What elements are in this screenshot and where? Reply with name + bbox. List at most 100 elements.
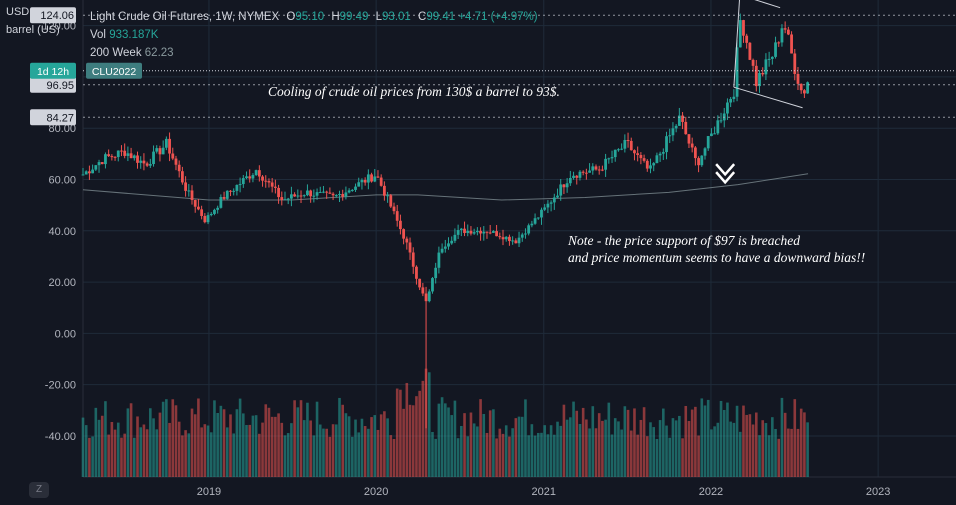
y-tick-label: 0.00 xyxy=(55,328,76,340)
volume-bar xyxy=(100,415,104,477)
volume-bar xyxy=(588,428,591,477)
volume-bar xyxy=(607,402,611,477)
volume-bar xyxy=(229,414,232,477)
y-tick-label: 120.00 xyxy=(42,21,76,33)
volume-bar xyxy=(203,424,207,477)
volume-bar xyxy=(745,414,748,477)
candle-body xyxy=(110,156,114,158)
candle-body xyxy=(241,178,245,185)
volume-bar xyxy=(293,400,296,477)
volume-bar xyxy=(373,415,377,477)
candle-body xyxy=(402,229,406,239)
volume-bar xyxy=(408,404,412,477)
candle-body xyxy=(671,128,675,136)
legend-ma-row[interactable]: 200 Week 62.23 xyxy=(90,44,538,62)
volume-bar xyxy=(270,416,274,477)
volume-bar xyxy=(360,418,364,477)
candle-body xyxy=(802,90,806,94)
candle-body xyxy=(338,194,341,196)
candle-body xyxy=(504,236,508,240)
candle-body xyxy=(334,195,338,197)
volume-bar xyxy=(296,407,300,477)
volume-bar xyxy=(697,435,700,477)
volume-bar xyxy=(796,428,800,477)
candle-body xyxy=(475,230,479,233)
volume-bar xyxy=(395,388,399,477)
volume-bar xyxy=(578,423,582,477)
volume-bar xyxy=(357,432,361,477)
candle-body xyxy=(184,182,187,191)
x-tick-label: 2020 xyxy=(364,486,388,498)
annotation-cooling[interactable]: Cooling of crude oil prices from 130$ a … xyxy=(268,84,560,99)
y-tick-label: 40.00 xyxy=(48,226,76,238)
legend-volume-row[interactable]: Vol 933.187K xyxy=(90,26,538,44)
candle-body xyxy=(642,158,646,161)
candle-body xyxy=(328,192,332,194)
volume-bar xyxy=(286,433,290,477)
ma-200-line xyxy=(82,173,809,201)
volume-bar xyxy=(312,435,316,477)
symbol-title[interactable]: Light Crude Oil Futures, 1W, NYMEX xyxy=(90,11,280,23)
candle-body xyxy=(584,172,588,174)
candle-body xyxy=(148,164,152,166)
volume-bar xyxy=(155,429,159,477)
candle-body xyxy=(652,163,656,166)
candle-body xyxy=(257,170,261,177)
volume-label: Vol xyxy=(90,29,106,41)
annotation-note-line1[interactable]: Note - the price support of $97 is breac… xyxy=(568,233,800,248)
volume-bar xyxy=(181,435,184,477)
candle-body xyxy=(767,58,771,60)
y-tick-label: -40.00 xyxy=(45,431,76,443)
reset-scale-button[interactable]: Z xyxy=(29,482,49,498)
candle-body xyxy=(633,150,636,154)
volume-bar xyxy=(437,403,441,477)
low-key: L xyxy=(375,11,383,23)
candle-body xyxy=(81,174,85,176)
trendline-left xyxy=(733,0,740,88)
volume-bar xyxy=(443,403,447,477)
volume-bar xyxy=(488,410,492,477)
candle-body xyxy=(389,195,393,207)
candle-body xyxy=(136,155,139,163)
candle-body xyxy=(703,148,707,156)
volume-bar xyxy=(91,436,94,477)
volume-bar xyxy=(645,436,649,477)
candle-body xyxy=(770,56,774,59)
volume-bar xyxy=(517,416,521,477)
volume-bar xyxy=(764,423,768,477)
candle-body xyxy=(533,218,537,224)
volume-bar xyxy=(277,413,280,477)
volume-bar xyxy=(351,436,354,477)
volume-bar xyxy=(533,435,537,477)
candle-body xyxy=(729,98,733,103)
chart-legend: Light Crude Oil Futures, 1W, NYMEX O95.1… xyxy=(90,8,538,62)
volume-bar xyxy=(113,429,117,477)
candle-body xyxy=(116,150,120,158)
volume-bar xyxy=(383,411,386,477)
volume-bar xyxy=(171,399,175,477)
candle-body xyxy=(562,184,566,188)
candle-body xyxy=(588,170,591,173)
volume-bar xyxy=(559,425,563,477)
candle-body xyxy=(376,176,380,178)
volume-bar xyxy=(787,428,790,477)
volume-bar xyxy=(145,429,149,477)
candle-body xyxy=(273,186,277,188)
candle-body xyxy=(120,150,123,152)
volume-bar xyxy=(248,424,252,477)
candle-body xyxy=(572,175,575,178)
volume-bar xyxy=(479,399,482,477)
annotation-note-line2[interactable]: and price momentum seems to have a downw… xyxy=(568,250,866,265)
volume-bar xyxy=(732,422,736,477)
volume-bar xyxy=(453,400,457,477)
volume-bar xyxy=(421,380,425,477)
volume-bar xyxy=(722,409,726,477)
volume-bar xyxy=(485,432,489,477)
candle-body xyxy=(322,191,325,193)
candle-body xyxy=(382,185,386,196)
candle-body xyxy=(549,202,553,204)
candle-body xyxy=(415,266,418,279)
candle-body xyxy=(104,154,107,165)
volume-bar xyxy=(755,412,758,477)
